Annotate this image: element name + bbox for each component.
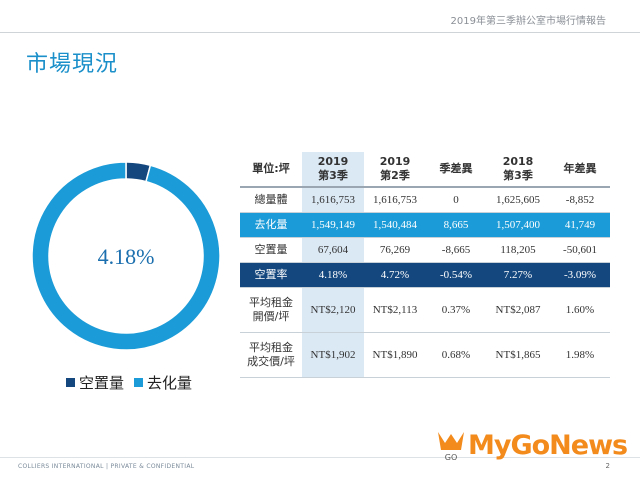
- table-cell: -3.09%: [550, 262, 610, 288]
- table-row: 平均租金 成交價/坪 NT$1,902 NT$1,890 0.68% NT$1,865 1.…: [240, 332, 610, 378]
- table-cell: 1,507,400: [486, 212, 550, 238]
- mygonews-logo: GO MyGoNews: [434, 428, 628, 462]
- table-cell: 7.27%: [486, 262, 550, 288]
- table-row: 去化量 1,549,149 1,540,484 8,665 1,507,400 41,74…: [240, 212, 610, 238]
- legend-label-absorbed: 去化量: [147, 374, 193, 392]
- mygonews-emblem-icon: GO: [438, 432, 464, 462]
- header-text: 季差異: [439, 162, 473, 175]
- mygonews-logo-text: MyGoNews: [468, 429, 628, 461]
- table-cell: NT$2,087: [486, 287, 550, 333]
- row-label: 空置率: [240, 262, 302, 288]
- table-cell: NT$2,113: [364, 287, 426, 333]
- table-row: 空置量 67,604 76,269 -8,665 118,205 -50,601: [240, 237, 610, 263]
- legend-item-vacant: 空置量: [66, 372, 124, 393]
- row-label-text: 空置率: [254, 267, 288, 281]
- footer: COLLIERS INTERNATIONAL | PRIVATE & CONFI…: [18, 463, 195, 470]
- table-cell: 41,749: [550, 212, 610, 238]
- table-header-cell: 2019 第3季: [302, 152, 364, 188]
- header-text: 第3季: [503, 169, 533, 182]
- table-cell: 1,616,753: [302, 187, 364, 213]
- table-cell: 0.37%: [426, 287, 486, 333]
- donut-slice-1: [31, 161, 221, 351]
- table-header-cell: 季差異: [426, 152, 486, 188]
- table-cell: 118,205: [486, 237, 550, 263]
- report-header-title: 2019年第三季辦公室市場行情報告: [450, 16, 606, 27]
- row-label: 平均租金 開價/坪: [240, 287, 302, 333]
- table-cell: -50,601: [550, 237, 610, 263]
- table-header-cell: 單位:坪: [240, 152, 302, 188]
- header-text: 2019: [317, 155, 349, 168]
- row-label: 空置量: [240, 237, 302, 263]
- table-cell: 1,540,484: [364, 212, 426, 238]
- legend-item-absorbed: 去化量: [134, 372, 192, 393]
- row-label-text: 總量體: [254, 192, 288, 206]
- header-text: 單位:坪: [252, 162, 290, 175]
- table-cell: 76,269: [364, 237, 426, 263]
- legend-swatch-vacant: [66, 378, 75, 387]
- table-row: 平均租金 開價/坪 NT$2,120 NT$2,113 0.37% NT$2,087 1.6…: [240, 287, 610, 333]
- table-cell: NT$1,865: [486, 332, 550, 378]
- row-label: 總量體: [240, 187, 302, 213]
- table-cell: 1.98%: [550, 332, 610, 378]
- table-row: 空置率 4.18% 4.72% -0.54% 7.27% -3.09%: [240, 262, 610, 288]
- table-cell: 4.72%: [364, 262, 426, 288]
- header-text: 2019: [379, 155, 411, 168]
- table-header-cell: 2019 第2季: [364, 152, 426, 188]
- market-data-table: 單位:坪 2019 第3季 2019 第2季 季差異 2018 第3季 年差異 總量體 1,616…: [240, 152, 610, 378]
- table-cell: -8,665: [426, 237, 486, 263]
- header-text: 年差異: [563, 162, 597, 175]
- row-label: 平均租金 成交價/坪: [240, 332, 302, 378]
- table-cell: 1.60%: [550, 287, 610, 333]
- table-cell: 1,616,753: [364, 187, 426, 213]
- row-label-text: 平均租金: [249, 295, 293, 309]
- footer-company: COLLIERS INTERNATIONAL: [18, 463, 104, 470]
- header-text: 第3季: [318, 169, 348, 182]
- table-cell: 0.68%: [426, 332, 486, 378]
- header-text: 2018: [502, 155, 534, 168]
- table-cell: 1,549,149: [302, 212, 364, 238]
- row-label: 去化量: [240, 212, 302, 238]
- row-label-text: 開價/坪: [252, 309, 290, 323]
- header-text: 第2季: [380, 169, 410, 182]
- footer-tagline: PRIVATE & CONFIDENTIAL: [110, 463, 195, 470]
- svg-text:GO: GO: [445, 453, 458, 462]
- table-cell: 67,604: [302, 237, 364, 263]
- table-row: 總量體 1,616,753 1,616,753 0 1,625,605 -8,852: [240, 187, 610, 213]
- row-label-text: 去化量: [254, 217, 288, 231]
- donut-center-label: 4.18%: [98, 244, 155, 269]
- table-header-cell: 2018 第3季: [486, 152, 550, 188]
- footer-divider: [0, 457, 640, 458]
- row-label-text: 空置量: [254, 242, 288, 256]
- page-title: 市場現況: [26, 52, 119, 77]
- table-cell: 1,625,605: [486, 187, 550, 213]
- row-label-text: 成交價/坪: [247, 354, 295, 368]
- table-cell: -8,852: [550, 187, 610, 213]
- page-number: 2: [605, 462, 610, 470]
- header-divider: [0, 32, 640, 33]
- legend-swatch-absorbed: [134, 378, 144, 387]
- table-cell: -0.54%: [426, 262, 486, 288]
- row-label-text: 平均租金: [249, 340, 293, 354]
- table-cell: NT$1,890: [364, 332, 426, 378]
- donut-chart: 4.18%: [31, 161, 221, 351]
- table-cell: 0: [426, 187, 486, 213]
- table-cell: 8,665: [426, 212, 486, 238]
- chart-legend: 空置量 去化量: [66, 372, 192, 393]
- legend-label-vacant: 空置量: [79, 374, 125, 392]
- table-cell: 4.18%: [302, 262, 364, 288]
- table-cell: NT$1,902: [302, 332, 364, 378]
- table-header-cell: 年差異: [550, 152, 610, 188]
- table-cell: NT$2,120: [302, 287, 364, 333]
